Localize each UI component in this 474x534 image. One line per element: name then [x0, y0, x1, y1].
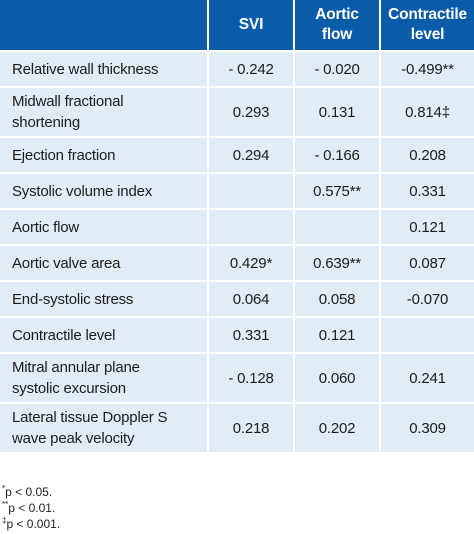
- footnote-3-text: p < 0.001.: [6, 517, 61, 531]
- svi-value: 0.429*: [209, 246, 295, 282]
- aortic-flow-value: 0.121: [295, 318, 381, 354]
- table-row: Mitral annular plane systolic excursion - …: [0, 354, 474, 404]
- table-row: Contractile level 0.331 0.121: [0, 318, 474, 354]
- row-label-line2: wave peak velocity: [12, 430, 135, 447]
- footnote-3: ‡p < 0.001.: [2, 516, 60, 532]
- contractile-level-value: 0.814‡: [381, 88, 474, 138]
- footnotes: *p < 0.05. **p < 0.01. ‡p < 0.001.: [2, 484, 60, 532]
- row-label: Aortic flow: [0, 210, 209, 246]
- aortic-flow-value: - 0.020: [295, 52, 381, 88]
- row-label-line1: Midwall fractional: [12, 93, 124, 110]
- table-body: Relative wall thickness - 0.242- 0.020 -0.…: [0, 52, 474, 454]
- header-contractile-level: Contractile level: [381, 0, 474, 52]
- aortic-flow-value: - 0.166: [295, 138, 381, 174]
- row-label-line1: Mitral annular plane: [12, 359, 140, 376]
- aortic-flow-value: 0.575**: [295, 174, 381, 210]
- row-label: Aortic valve area: [0, 246, 209, 282]
- row-label: Ejection fraction: [0, 138, 209, 174]
- row-label: Midwall fractional shortening: [0, 88, 209, 138]
- aortic-flow-value: 0.131: [295, 88, 381, 138]
- footnote-1: *p < 0.05.: [2, 484, 60, 500]
- row-label: Lateral tissue Doppler S wave peak veloci…: [0, 404, 209, 454]
- contractile-level-value: 0.309: [381, 404, 474, 454]
- correlation-table: SVI Aortic flow Contractile level Relati…: [0, 0, 474, 454]
- row-label-line1: Lateral tissue Doppler S: [12, 409, 168, 426]
- table-row: Relative wall thickness - 0.242- 0.020 -0.…: [0, 52, 474, 88]
- table-row: Lateral tissue Doppler S wave peak veloci…: [0, 404, 474, 454]
- correlation-table-container: SVI Aortic flow Contractile level Relati…: [0, 0, 474, 454]
- table-row: Aortic flow 0.121: [0, 210, 474, 246]
- row-label-line2: shortening: [12, 114, 81, 131]
- header-contractile-level-line1: Contractile: [388, 6, 467, 23]
- header-aortic-flow-line1: Aortic: [315, 6, 359, 23]
- footnote-1-text: p < 0.05.: [5, 485, 53, 499]
- footnote-2-text: p < 0.01.: [8, 501, 56, 515]
- header-row: SVI Aortic flow Contractile level: [0, 0, 474, 52]
- table-row: Ejection fraction 0.294- 0.166 0.208: [0, 138, 474, 174]
- svi-value: 0.218: [209, 404, 295, 454]
- aortic-flow-value: [295, 210, 381, 246]
- svi-value: 0.294: [209, 138, 295, 174]
- svi-value: [209, 210, 295, 246]
- svi-value: [209, 174, 295, 210]
- aortic-flow-value: 0.058: [295, 282, 381, 318]
- table-row: End-systolic stress 0.064 0.058 -0.070: [0, 282, 474, 318]
- row-label-line1: Aortic valve area: [12, 254, 121, 272]
- header-contractile-level-line2: level: [410, 26, 445, 43]
- footnote-1-symbol: *: [2, 484, 6, 493]
- row-label-line1: Systolic volume index: [12, 182, 153, 200]
- row-label: Contractile level: [0, 318, 209, 354]
- aortic-flow-value: 0.060: [295, 354, 381, 404]
- contractile-level-value: 0.121: [381, 210, 474, 246]
- footnote-2: **p < 0.01.: [2, 500, 60, 516]
- contractile-level-value: -0.499**: [381, 52, 474, 88]
- row-label: Relative wall thickness: [0, 52, 209, 88]
- header-aortic-flow: Aortic flow: [295, 0, 381, 52]
- row-label: Mitral annular plane systolic excursion: [0, 354, 209, 404]
- contractile-level-value: 0.087: [381, 246, 474, 282]
- svi-value: 0.331: [209, 318, 295, 354]
- header-stub-cell: [0, 0, 209, 52]
- table-row: Midwall fractional shortening 0.293 0.131 0.…: [0, 88, 474, 138]
- contractile-level-value: -0.070: [381, 282, 474, 318]
- row-label: End-systolic stress: [0, 282, 209, 318]
- row-label: Systolic volume index: [0, 174, 209, 210]
- contractile-level-value: 0.241: [381, 354, 474, 404]
- row-label-line1: Contractile level: [12, 326, 116, 344]
- row-label-line1: Ejection fraction: [12, 146, 116, 164]
- table-row: Systolic volume index 0.575** 0.331: [0, 174, 474, 210]
- header-aortic-flow-line2: flow: [321, 26, 353, 43]
- contractile-level-value: 0.331: [381, 174, 474, 210]
- footnote-3-symbol: ‡: [2, 516, 7, 525]
- aortic-flow-value: 0.202: [295, 404, 381, 454]
- svi-value: 0.293: [209, 88, 295, 138]
- header-svi: SVI: [209, 0, 295, 52]
- svi-value: - 0.128: [209, 354, 295, 404]
- svi-value: - 0.242: [209, 52, 295, 88]
- aortic-flow-value: 0.639**: [295, 246, 381, 282]
- contractile-level-value: [381, 318, 474, 354]
- table-row: Aortic valve area 0.429* 0.639** 0.087: [0, 246, 474, 282]
- row-label-line1: Relative wall thickness: [12, 60, 159, 78]
- row-label-line1: End-systolic stress: [12, 290, 134, 308]
- footnote-2-symbol: **: [2, 500, 9, 509]
- row-label-line1: Aortic flow: [12, 218, 79, 236]
- svi-value: 0.064: [209, 282, 295, 318]
- row-label-line2: systolic excursion: [12, 380, 126, 397]
- contractile-level-value: 0.208: [381, 138, 474, 174]
